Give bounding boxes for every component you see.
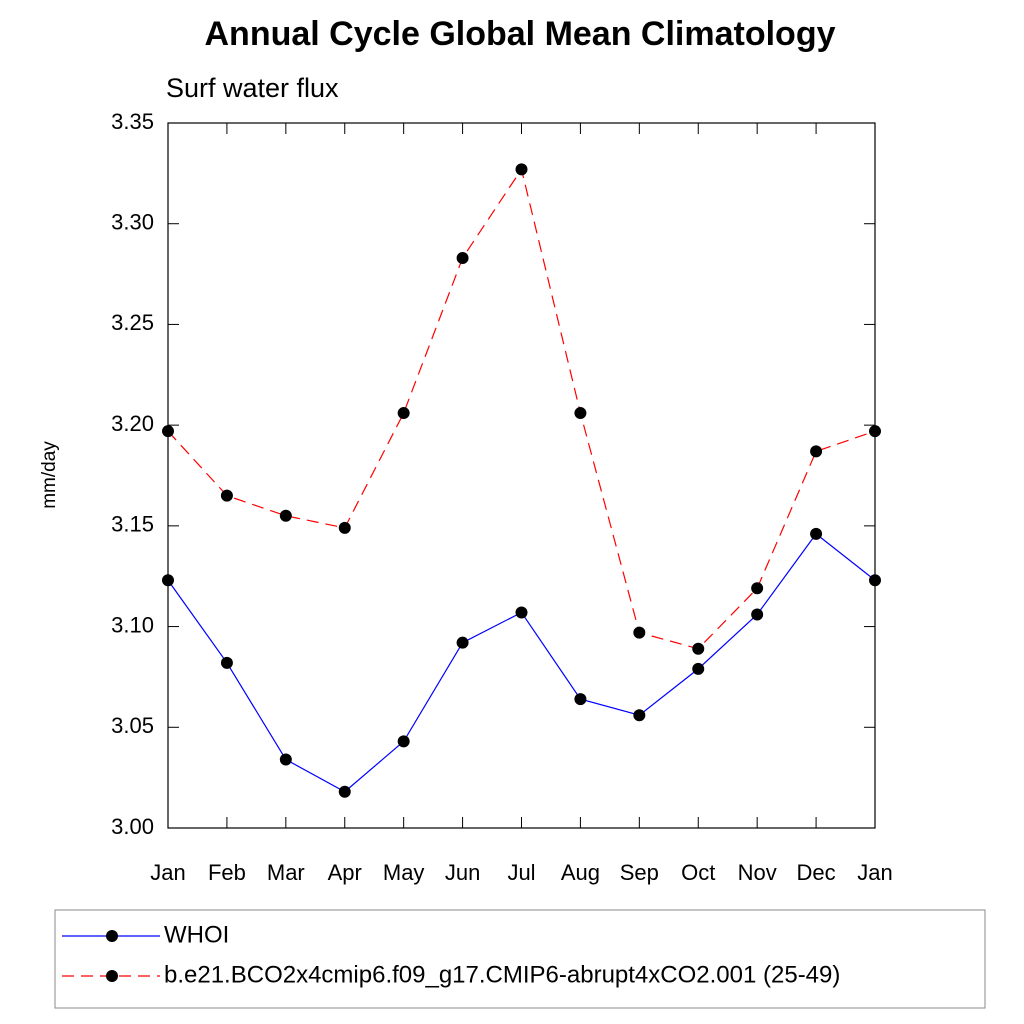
y-tick-label: 3.30 bbox=[111, 210, 154, 235]
data-point bbox=[338, 785, 351, 798]
data-point bbox=[456, 251, 469, 264]
data-point bbox=[279, 509, 292, 522]
data-point bbox=[574, 693, 587, 706]
data-point bbox=[397, 407, 410, 420]
x-tick-label: Dec bbox=[797, 860, 836, 885]
data-point bbox=[162, 425, 174, 438]
data-point bbox=[515, 606, 528, 619]
data-point bbox=[692, 642, 705, 655]
data-point bbox=[220, 489, 233, 502]
data-point bbox=[810, 527, 823, 540]
data-point bbox=[751, 582, 764, 595]
data-point bbox=[633, 626, 646, 639]
data-point bbox=[456, 636, 469, 649]
data-point bbox=[162, 574, 174, 587]
series-line bbox=[167, 167, 876, 650]
legend-box bbox=[54, 909, 986, 1009]
x-tick-label: Apr bbox=[328, 860, 362, 885]
chart-title: Annual Cycle Global Mean Climatology bbox=[205, 15, 836, 53]
data-point bbox=[338, 521, 351, 534]
data-point bbox=[869, 425, 881, 438]
y-tick-label: 3.35 bbox=[111, 109, 154, 134]
y-tick-label: 3.20 bbox=[111, 411, 154, 436]
y-tick-label: 3.10 bbox=[111, 612, 154, 637]
x-tick-label: Mar bbox=[267, 860, 305, 885]
y-tick-label: 3.05 bbox=[111, 713, 154, 738]
y-tick-label: 3.00 bbox=[111, 814, 154, 839]
data-point bbox=[397, 735, 410, 748]
chart-subtitle: Surf water flux bbox=[166, 73, 339, 103]
x-tick-label: Nov bbox=[738, 860, 777, 885]
data-point bbox=[574, 407, 587, 420]
x-tick-label: Feb bbox=[208, 860, 246, 885]
data-point bbox=[515, 163, 528, 176]
x-tick-label: Aug bbox=[561, 860, 600, 885]
data-point bbox=[220, 656, 233, 669]
plot-frame bbox=[167, 122, 876, 829]
data-point bbox=[810, 445, 823, 458]
data-point bbox=[279, 753, 292, 766]
data-point bbox=[751, 608, 764, 621]
x-tick-label: Jan bbox=[857, 860, 892, 885]
data-point bbox=[633, 709, 646, 722]
x-tick-label: Jan bbox=[150, 860, 185, 885]
legend-label: WHOI bbox=[164, 921, 229, 948]
x-tick-label: Jun bbox=[445, 860, 480, 885]
x-tick-label: May bbox=[383, 860, 425, 885]
y-tick-label: 3.15 bbox=[111, 512, 154, 537]
legend-marker bbox=[106, 930, 118, 942]
data-point bbox=[869, 574, 881, 587]
y-tick-label: 3.25 bbox=[111, 310, 154, 335]
y-axis-label: mm/day bbox=[39, 441, 60, 509]
x-tick-label: Oct bbox=[681, 860, 715, 885]
data-point bbox=[692, 662, 705, 675]
legend-label: b.e21.BCO2x4cmip6.f09_g17.CMIP6-abrupt4x… bbox=[164, 961, 840, 988]
series-line bbox=[167, 533, 876, 793]
x-tick-label: Sep bbox=[620, 860, 659, 885]
legend-marker bbox=[106, 970, 118, 982]
x-tick-label: Jul bbox=[507, 860, 535, 885]
